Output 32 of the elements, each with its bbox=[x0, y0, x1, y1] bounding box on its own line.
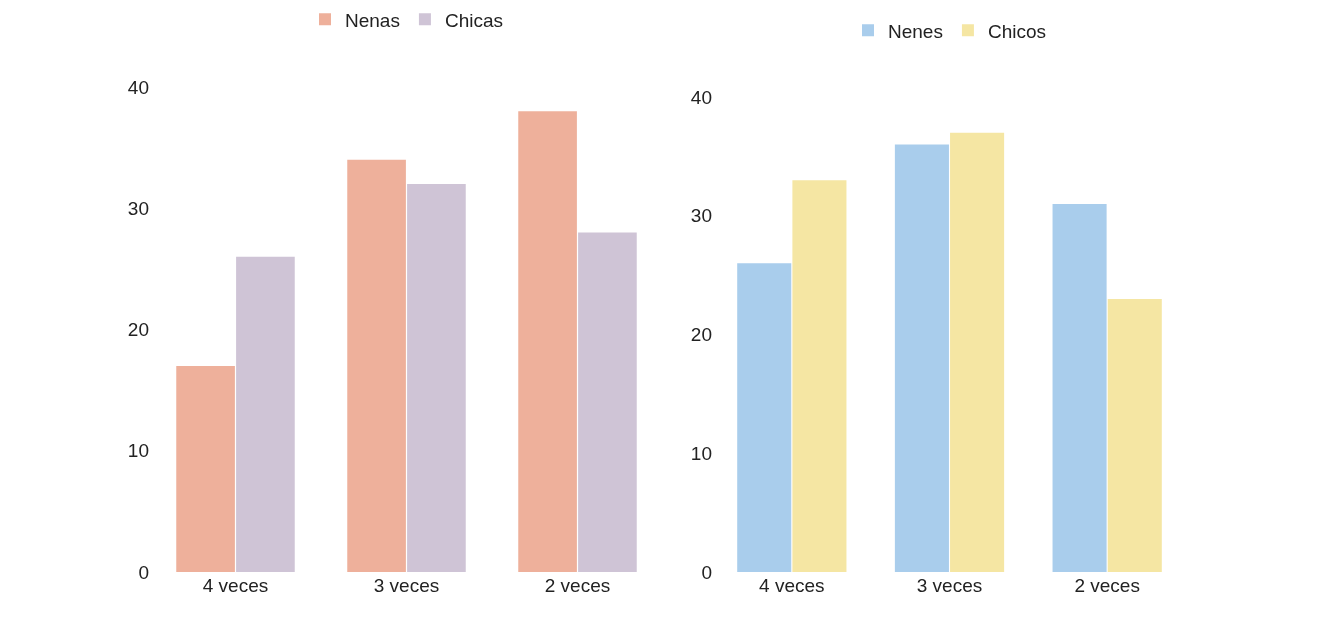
legend-label: Chicos bbox=[987, 20, 1046, 42]
y-tick-label: 10 bbox=[690, 442, 712, 464]
bar bbox=[894, 144, 949, 572]
legend-label: Chicas bbox=[444, 9, 503, 31]
x-tick-label: 4 veces bbox=[759, 575, 825, 596]
y-tick-label: 40 bbox=[127, 76, 149, 98]
bar bbox=[1107, 298, 1162, 572]
x-tick-label: 3 veces bbox=[916, 575, 983, 596]
y-tick-label: 0 bbox=[138, 561, 149, 583]
x-tick-label: 3 veces bbox=[373, 575, 440, 596]
bar bbox=[518, 111, 577, 572]
y-tick-label: 0 bbox=[701, 561, 712, 583]
x-tick-label: 2 veces bbox=[1074, 575, 1140, 596]
bar bbox=[1052, 203, 1107, 572]
y-tick-label: 30 bbox=[127, 197, 149, 219]
bar bbox=[176, 365, 235, 572]
y-tick-label: 10 bbox=[127, 440, 149, 462]
legend-label: Nenas bbox=[345, 9, 400, 31]
y-tick-label: 20 bbox=[690, 324, 712, 346]
x-tick-label: 2 veces bbox=[544, 575, 611, 596]
bar bbox=[792, 180, 847, 572]
bar bbox=[236, 256, 295, 572]
bar bbox=[578, 232, 637, 572]
y-tick-label: 30 bbox=[690, 205, 712, 227]
legend-label: Nenes bbox=[888, 20, 943, 42]
y-tick-label: 20 bbox=[127, 319, 149, 341]
bar bbox=[737, 263, 792, 572]
bar bbox=[407, 184, 466, 572]
bar bbox=[950, 132, 1005, 572]
bar bbox=[347, 159, 406, 572]
y-tick-label: 40 bbox=[690, 86, 712, 108]
x-tick-label: 4 veces bbox=[202, 575, 269, 596]
